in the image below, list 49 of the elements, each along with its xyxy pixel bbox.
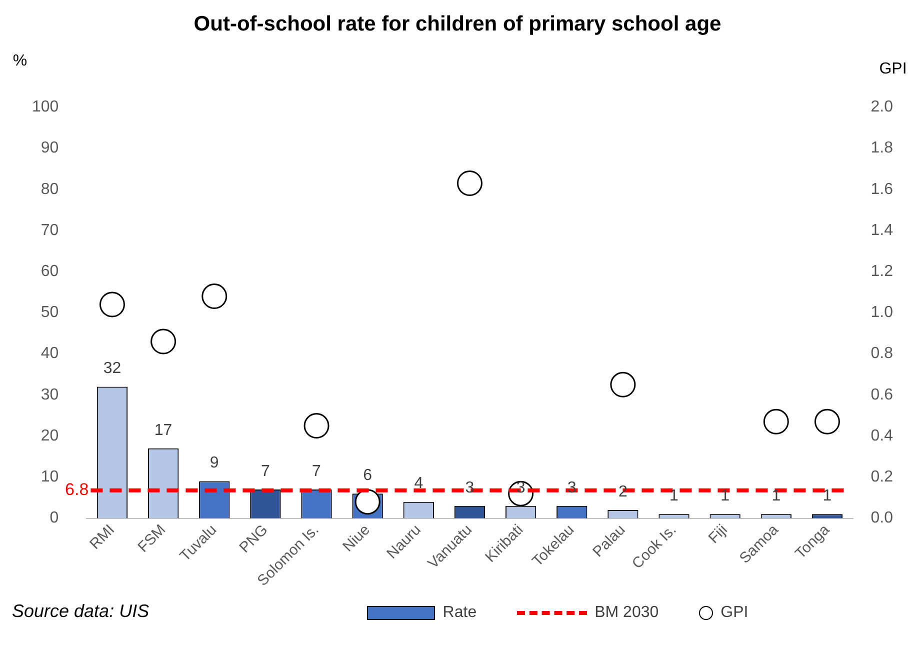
data-label: 17 (154, 422, 172, 439)
data-label: 3 (465, 479, 474, 496)
data-label: 32 (103, 360, 122, 378)
y2-tick-label: 0.2 (870, 468, 894, 486)
source-note: Source data: UIS (12, 601, 150, 622)
data-label: 2 (618, 483, 628, 500)
data-label: 4 (414, 475, 424, 492)
x-tick-label: Niue (340, 521, 374, 556)
y2-tick-label: 0.8 (870, 345, 894, 362)
y-tick-label: 70 (40, 222, 59, 239)
y-tick-label: 80 (40, 180, 59, 198)
legend-label: Rate (442, 604, 477, 622)
y-tick-label: 10 (40, 468, 59, 486)
annotation: 6.8 (65, 480, 89, 499)
y2-tick-label: 1.8 (870, 140, 894, 157)
y2-tick-label: 1.6 (870, 180, 894, 198)
y-tick-label: 30 (40, 386, 59, 404)
y-tick-label: 40 (40, 345, 59, 362)
y-tick-label: 60 (40, 263, 59, 280)
data-label: 7 (260, 462, 270, 480)
y2-tick-label: 0.0 (870, 510, 894, 527)
y-axis-title: % (12, 52, 28, 70)
x-tick-label: Fiji (705, 521, 731, 547)
y-tick-label: 50 (40, 304, 59, 322)
data-label: 6 (363, 467, 372, 484)
y-tick-label: 100 (32, 98, 59, 116)
legend-label: GPI (720, 604, 748, 622)
data-label: 9 (210, 454, 219, 472)
data-label: 1 (670, 488, 679, 505)
point (354, 489, 380, 515)
y2-tick-label: 1.0 (870, 304, 894, 322)
x-tick-label: RMI (86, 521, 118, 553)
legend-label: BM 2030 (594, 604, 659, 622)
y-tick-label: 0 (50, 510, 59, 527)
data-label: 3 (516, 479, 526, 496)
y-tick-label: 90 (40, 140, 59, 157)
y2-tick-label: 1.2 (870, 263, 894, 280)
data-label: 3 (567, 479, 576, 496)
chart-title: Out-of-school rate for children of primary school age (194, 12, 722, 36)
y2-axis-title: GPI (879, 60, 907, 78)
data-label: 1 (822, 488, 832, 505)
data-label: 7 (312, 462, 322, 480)
data-label: 1 (720, 488, 730, 505)
data-label: 1 (772, 488, 781, 505)
y2-tick-label: 0.4 (870, 427, 894, 444)
y2-tick-label: 1.4 (870, 222, 894, 239)
y-tick-label: 20 (40, 427, 59, 444)
y2-tick-label: 0.6 (870, 386, 894, 404)
y2-tick-label: 2.0 (870, 98, 894, 116)
